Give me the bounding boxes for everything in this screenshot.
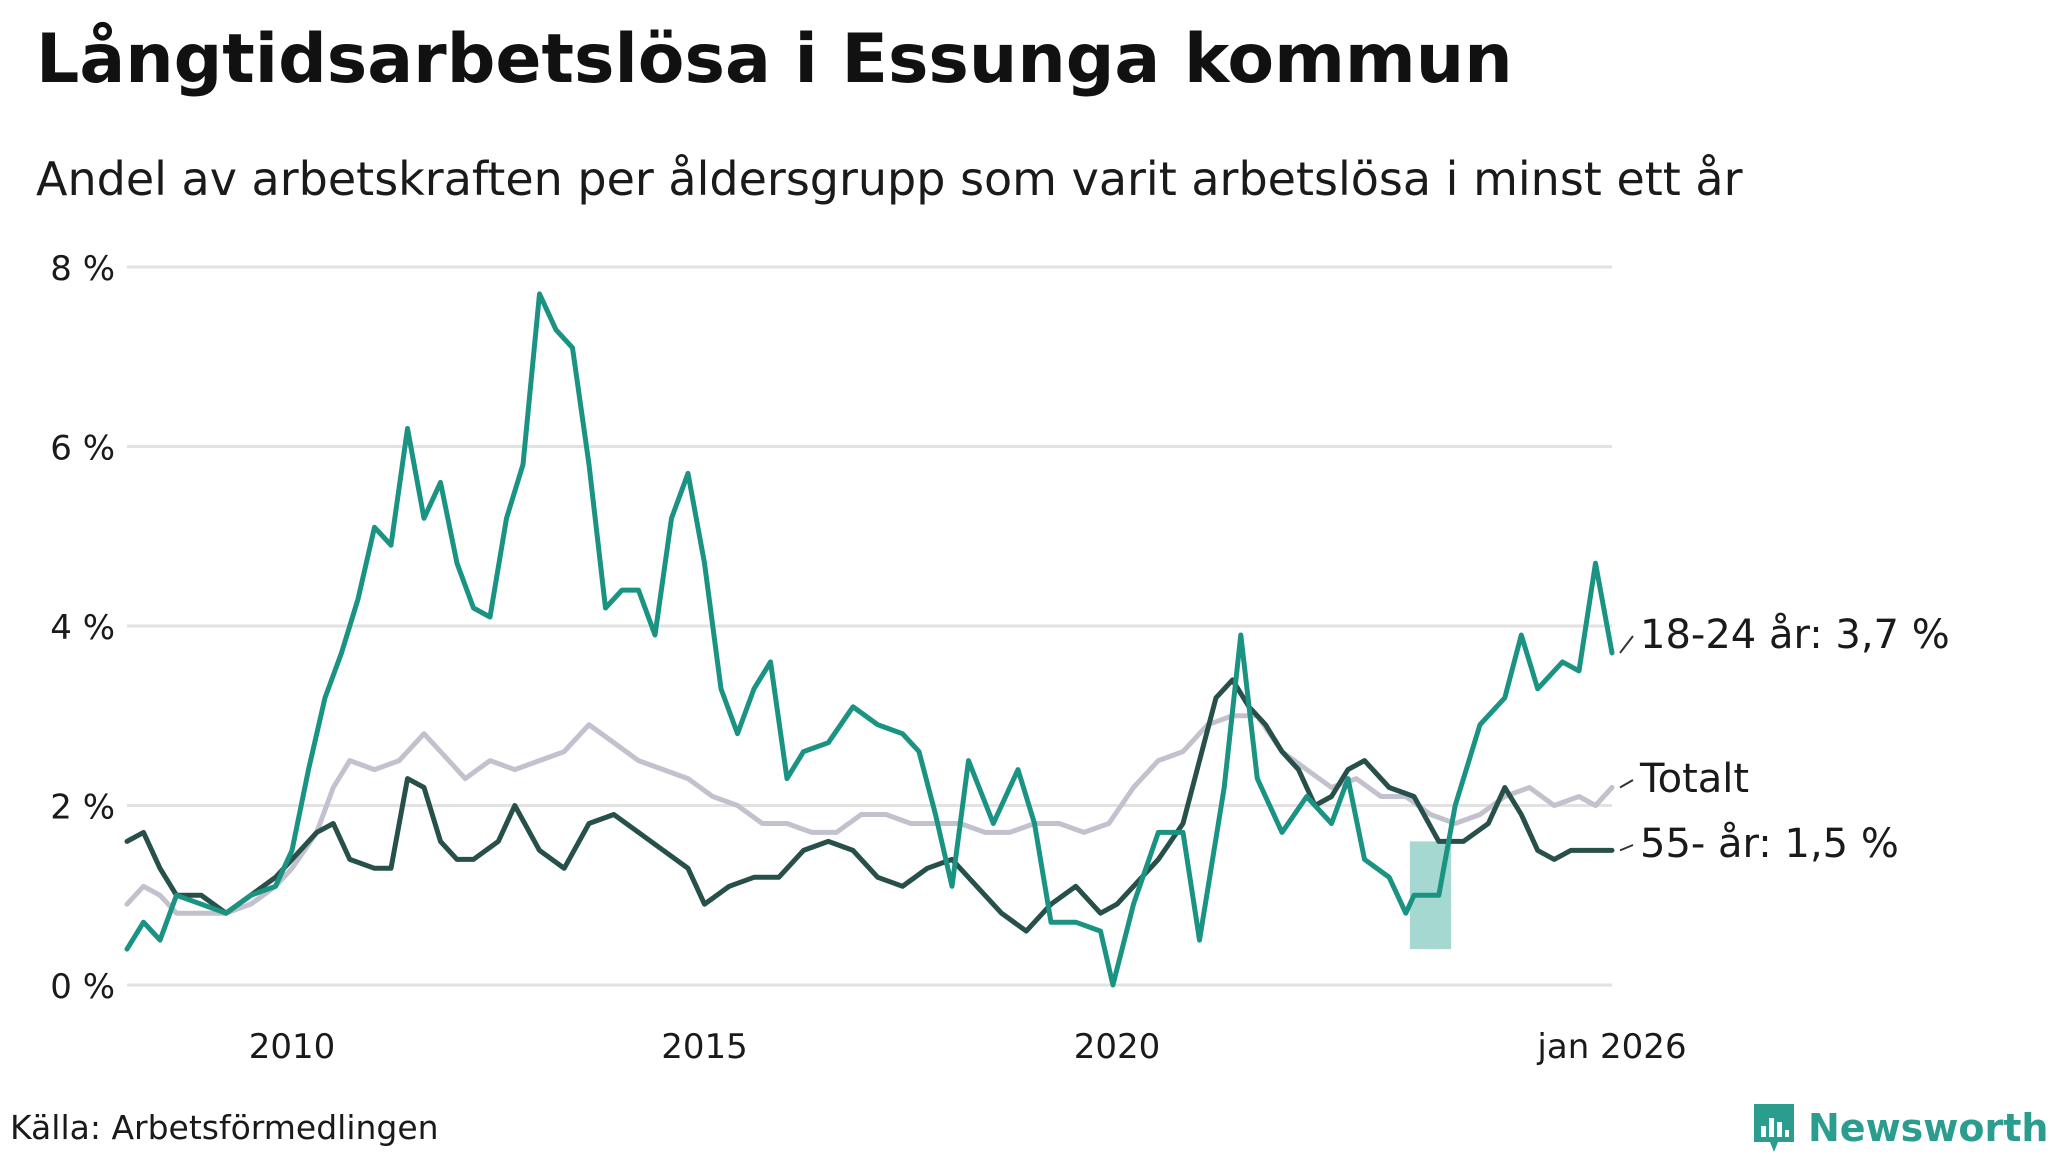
series-line [124,677,1615,934]
x-tick-label: 2020 [1074,1027,1161,1067]
y-tick-label: 6 % [50,429,115,469]
series-line [124,291,1615,988]
x-axis-ticks: 2010 2015 2020 jan 2026 [249,1027,1687,1067]
label-connector [1619,844,1634,852]
series-end-label: 18-24 år: 3,7 % [1640,612,1950,658]
y-axis-ticks: 0 % 2 % 4 % 6 % 8 % [50,249,115,1007]
y-tick-label: 0 % [50,967,115,1007]
chart-title: Långtidsarbetslösa i Essunga kommun [36,20,1513,99]
x-tick-label: 2015 [661,1027,748,1067]
brand-logo: Newsworthy [1752,1098,2048,1158]
source-note: Källa: Arbetsförmedlingen [10,1108,439,1147]
bar-chart-icon [1754,1104,1794,1152]
series-labels: Totalt 55- år: 1,5 % 18-24 år: 3,7 % [1619,612,1950,867]
chart-subtitle: Andel av arbetskraften per åldersgrupp s… [36,152,1743,206]
y-tick-label: 2 % [50,788,115,828]
series-end-label: 55- år: 1,5 % [1640,821,1899,867]
y-tick-label: 4 % [50,608,115,648]
x-tick-label: jan 2026 [1536,1027,1686,1067]
series-end-label: Totalt [1639,756,1749,802]
grid-lines [127,265,1612,987]
brand-name: Newsworthy [1808,1106,2048,1150]
y-tick-label: 8 % [50,249,115,289]
series-line [124,713,1615,916]
x-tick-label: 2010 [249,1027,336,1067]
label-connector [1619,635,1634,654]
line-chart: 0 % 2 % 4 % 6 % 8 % 2010 2015 2020 jan 2026 Tot… [50,249,1950,1067]
series-lines [124,291,1615,988]
label-connector [1619,779,1634,789]
